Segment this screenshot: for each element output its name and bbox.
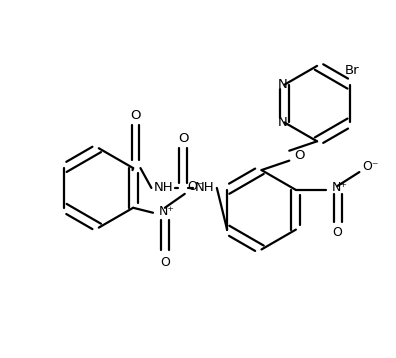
Text: O: O (160, 256, 170, 269)
Text: NH: NH (154, 182, 173, 194)
Text: N: N (278, 78, 287, 91)
Text: Br: Br (345, 64, 359, 77)
Text: O: O (130, 109, 141, 122)
Text: O⁻: O⁻ (362, 160, 379, 173)
Text: O: O (178, 132, 188, 145)
Text: N⁺: N⁺ (331, 182, 348, 194)
Text: NH: NH (195, 182, 215, 194)
Text: N⁺: N⁺ (159, 205, 175, 218)
Text: O⁻: O⁻ (187, 180, 204, 193)
Text: O: O (294, 149, 305, 162)
Text: O: O (333, 226, 343, 239)
Text: N: N (278, 116, 287, 129)
